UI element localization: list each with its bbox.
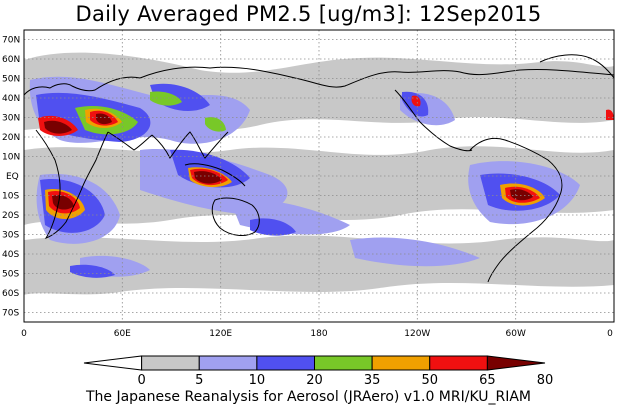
colorbar-arrow-high — [486, 355, 546, 371]
colorbar-level-label: 20 — [306, 373, 323, 388]
lon-label: 0 — [21, 329, 27, 339]
colorbar-level-label: 0 — [137, 373, 145, 388]
colorbar-level-label: 35 — [364, 373, 381, 388]
colorbar-labels: 0 5 10 20 35 50 65 80 — [137, 373, 553, 388]
lat-label: 40N — [2, 94, 20, 104]
lon-label: 60W — [506, 329, 526, 339]
colorbar-segment — [256, 355, 315, 371]
graticule — [24, 30, 614, 322]
lat-label: 60S — [2, 289, 19, 299]
indonesia-coast — [184, 163, 246, 187]
colorbar-segment — [371, 355, 431, 371]
lon-label: 0 — [607, 329, 613, 339]
australia-coast — [211, 197, 260, 236]
colorbar-arrow-low — [83, 355, 143, 371]
lon-label: 60E — [114, 329, 131, 339]
colorbar-segment — [141, 355, 200, 371]
lat-label: 30S — [2, 231, 19, 241]
colorbar-level-label: 5 — [195, 373, 203, 388]
greenland-coast — [539, 54, 614, 79]
map-frame — [23, 29, 615, 323]
colorbar-level-label: 65 — [479, 373, 496, 388]
map-panel: 70N 60N 50N 40N 30N 20N 10N EQ 10S 20S 3… — [2, 29, 615, 339]
map-title: Daily Averaged PM2.5 [ug/m3]: 12Sep2015 — [75, 2, 542, 26]
lat-label: 10S — [2, 192, 19, 202]
lat-label: EQ — [6, 172, 19, 182]
lon-label: 120E — [209, 329, 232, 339]
lat-label: 60N — [2, 55, 20, 65]
colorbar-segment — [198, 355, 258, 371]
colorbar-level-label: 10 — [249, 373, 266, 388]
latitude-labels: 70N 60N 50N 40N 30N 20N 10N EQ 10S 20S 3… — [2, 36, 20, 319]
lat-label: 20N — [2, 133, 20, 143]
africa-coast — [35, 129, 109, 239]
south-america-coast — [469, 137, 563, 283]
colorbar-segment — [314, 355, 373, 371]
lat-label: 70N — [2, 36, 20, 46]
lat-label: 50S — [2, 270, 19, 280]
footer-credit: The Japanese Reanalysis for Aerosol (JRA… — [85, 389, 532, 405]
lon-label: 120W — [404, 329, 430, 339]
colorbar: 0 5 10 20 35 50 65 80 — [83, 355, 553, 388]
coastlines — [24, 54, 614, 283]
longitude-labels: 0 60E 120E 180 120W 60W 0 — [21, 329, 613, 339]
colorbar-segments — [83, 355, 546, 371]
south-asia-coast — [151, 131, 229, 159]
northern-coast — [24, 66, 614, 96]
lat-label: 20S — [2, 211, 19, 221]
lat-label: 50N — [2, 75, 20, 85]
colorbar-level-label: 50 — [421, 373, 438, 388]
lat-label: 40S — [2, 250, 19, 260]
colorbar-segment — [429, 355, 488, 371]
central-america-coast — [394, 89, 473, 152]
lat-label: 70S — [2, 309, 19, 319]
lat-label: 30N — [2, 114, 20, 124]
pm25-map: 70N 60N 50N 40N 30N 20N 10N EQ 10S 20S 3… — [2, 29, 615, 339]
lon-label: 180 — [310, 329, 327, 339]
colorbar-level-label: 80 — [537, 373, 554, 388]
lat-label: 10N — [2, 153, 20, 163]
